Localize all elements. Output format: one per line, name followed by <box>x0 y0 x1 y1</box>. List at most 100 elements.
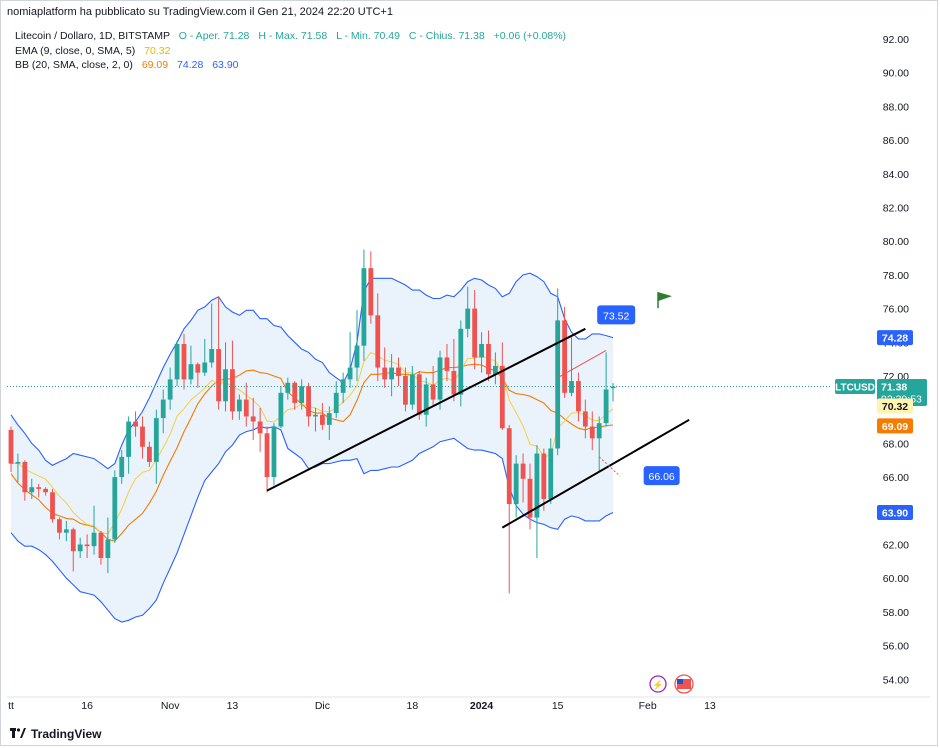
candle-body <box>223 369 228 402</box>
tradingview-footer[interactable]: TradingView <box>10 727 101 741</box>
lightning-glyph-icon: ⚡ <box>652 679 663 691</box>
candle-body <box>140 426 145 447</box>
y-axis-tick-label: 68.00 <box>883 438 909 450</box>
x-axis-tick-label: Feb <box>639 700 657 712</box>
legend-ema-label: EMA (9, close, 0, SMA, 5) <box>15 44 136 57</box>
candle-body <box>326 413 332 425</box>
x-axis-tick-label: 18 <box>407 700 419 712</box>
x-axis-tick-label: tt <box>8 700 14 712</box>
candle-body <box>444 357 450 371</box>
candle-body <box>195 364 201 373</box>
candle-body <box>299 386 305 403</box>
price-tag-upper-box <box>877 330 913 346</box>
price-tag-ema: 70.32 <box>882 401 908 413</box>
x-axis-tick-label: 16 <box>81 700 93 712</box>
legend-change: +0.06 (+0.08%) <box>493 30 567 42</box>
x-axis-tick-label: Nov <box>161 700 180 712</box>
y-axis-tick-label: 62.00 <box>883 540 909 552</box>
candle-body <box>105 539 111 558</box>
candle-body <box>555 320 561 449</box>
candle-body <box>589 426 595 439</box>
bollinger-basis-line <box>10 363 614 542</box>
candle-body <box>230 369 235 412</box>
candle-body <box>610 386 616 389</box>
legend-bb-lower: 63.90 <box>212 59 239 71</box>
candle-body <box>202 362 208 373</box>
candle-body <box>361 268 367 346</box>
y-axis-tick-label: 60.00 <box>883 573 909 585</box>
y-axis-tick-label: 54.00 <box>883 674 909 686</box>
candle-body <box>22 461 28 493</box>
lightning-event-icon <box>649 675 667 693</box>
candle-body <box>479 343 484 358</box>
callout-lower-box <box>643 466 680 486</box>
published-by-text: nomiaplatform ha pubblicato su TradingVi… <box>7 6 393 18</box>
candle-body <box>541 453 547 500</box>
candle-body <box>98 532 104 558</box>
price-tag-basis: 69.09 <box>882 421 908 433</box>
candle-body <box>57 519 62 533</box>
last-price-label: 71.38 <box>881 381 907 393</box>
candle-body <box>264 433 270 478</box>
y-axis-tick-label: 66.00 <box>883 472 909 484</box>
candle-body <box>396 367 401 376</box>
legend-symbol-row[interactable]: Litecoin / Dollaro, 1D, BITSTAMP O - Ape… <box>15 29 566 44</box>
legend-bb-row[interactable]: BB (20, SMA, close, 2, 0) 69.09 74.28 63… <box>15 58 566 73</box>
legend-high: H - Max. 71.58 <box>258 30 328 42</box>
legend-ema-row[interactable]: EMA (9, close, 0, SMA, 5) 70.32 <box>15 44 566 59</box>
trendline-2 <box>501 418 690 529</box>
candle-body <box>36 487 42 489</box>
candle-body <box>63 529 69 533</box>
candle-body <box>423 384 429 415</box>
candle-body <box>513 463 519 505</box>
candle-body <box>50 492 55 520</box>
trendline-1 <box>266 327 586 492</box>
candle-body <box>430 384 436 400</box>
us-flag-stripes-icon <box>677 679 691 689</box>
indicator-legend: Litecoin / Dollaro, 1D, BITSTAMP O - Ape… <box>15 29 566 73</box>
candle-body <box>506 428 512 505</box>
y-axis-tick-label: 78.00 <box>883 270 909 282</box>
y-axis-tick-label: 84.00 <box>883 169 909 181</box>
candle-body <box>313 414 318 417</box>
candle-body <box>243 399 249 417</box>
candle-body <box>472 308 478 358</box>
candle-body <box>347 367 353 380</box>
candle-body <box>209 349 215 363</box>
candle-body <box>70 529 76 552</box>
candle-body <box>354 345 360 368</box>
candle-body <box>133 421 138 427</box>
candle-body <box>389 367 394 380</box>
y-axis-tick-label: 80.00 <box>883 236 909 248</box>
projection-up-line <box>557 349 607 379</box>
y-axis-tick-label: 88.00 <box>883 101 909 113</box>
price-tag-lower-box <box>877 504 913 520</box>
candle-body <box>285 382 291 393</box>
x-axis-tick-label: 13 <box>227 700 239 712</box>
legend-ema-value: 70.32 <box>144 44 171 57</box>
callout-upper-box <box>597 305 636 325</box>
candle-body <box>147 446 152 462</box>
candle-body <box>91 532 97 547</box>
x-axis-tick-label: 13 <box>704 700 716 712</box>
candle-body <box>119 456 125 478</box>
candle-body <box>29 487 35 493</box>
candle-body <box>527 478 533 518</box>
candle-body <box>534 453 540 518</box>
legend-low: L - Min. 70.49 <box>336 30 400 42</box>
x-axis-tick-label: Dic <box>315 700 330 712</box>
candle-body <box>126 421 132 457</box>
candle-body <box>548 448 554 500</box>
candle-body <box>112 477 118 540</box>
y-axis-tick-label: 92.00 <box>883 34 909 46</box>
candle-body <box>250 416 256 422</box>
y-axis-tick-label: 82.00 <box>883 203 909 215</box>
y-axis-tick-label: 90.00 <box>883 68 909 80</box>
candle-body <box>167 379 173 400</box>
candle-body <box>174 343 180 380</box>
price-tag-lower: 63.90 <box>882 507 908 519</box>
candle-body <box>465 308 471 329</box>
candle-body <box>596 423 602 439</box>
